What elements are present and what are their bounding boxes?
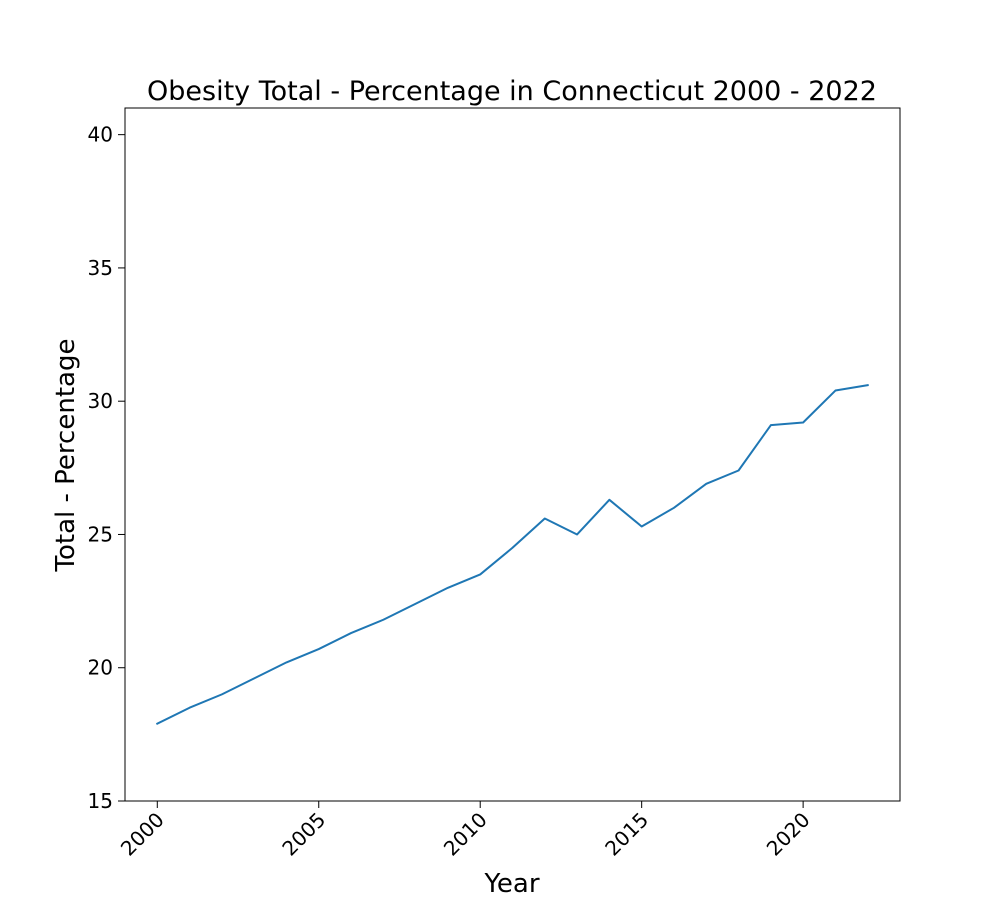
data-point [188, 706, 192, 710]
data-point [866, 383, 870, 387]
data-point [833, 389, 837, 393]
data-point [349, 631, 353, 635]
series-line [155, 384, 869, 726]
data-point [769, 423, 773, 427]
plot-area [124, 107, 901, 802]
data-point [543, 516, 547, 520]
data-point [414, 602, 418, 606]
data-point [672, 506, 676, 510]
y-axis-title: Total - Percentage [51, 339, 81, 573]
data-point [607, 498, 611, 502]
x-axis: 2000 2005 2010 2015 2020 [116, 801, 815, 861]
x-tick-label: 2015 [600, 808, 653, 861]
x-tick-label: 2010 [439, 808, 492, 861]
data-point [284, 660, 288, 664]
data-point [575, 532, 579, 536]
data-point [220, 692, 224, 696]
data-point [704, 482, 708, 486]
x-tick-label: 2020 [762, 808, 815, 861]
data-point [155, 722, 159, 726]
data-point [317, 647, 321, 651]
y-tick-label: 35 [88, 256, 113, 280]
chart-title: Obesity Total - Percentage in Connecticu… [147, 76, 877, 107]
y-axis: 15 20 25 30 35 40 [88, 123, 125, 813]
data-point [640, 524, 644, 528]
y-tick-label: 30 [88, 389, 113, 413]
x-axis-title: Year [483, 869, 539, 899]
y-tick-label: 25 [88, 522, 113, 546]
data-point [478, 572, 482, 576]
data-point [252, 676, 256, 680]
data-point [511, 546, 515, 550]
y-tick-label: 20 [88, 656, 113, 680]
y-tick-label: 15 [88, 789, 113, 813]
x-tick-label: 2005 [277, 808, 330, 861]
plot-frame [124, 107, 901, 802]
data-point [381, 618, 385, 622]
data-point [737, 468, 741, 472]
y-tick-label: 40 [88, 123, 113, 147]
data-point [446, 586, 450, 590]
x-tick-label: 2000 [116, 808, 169, 861]
data-point [801, 421, 805, 425]
